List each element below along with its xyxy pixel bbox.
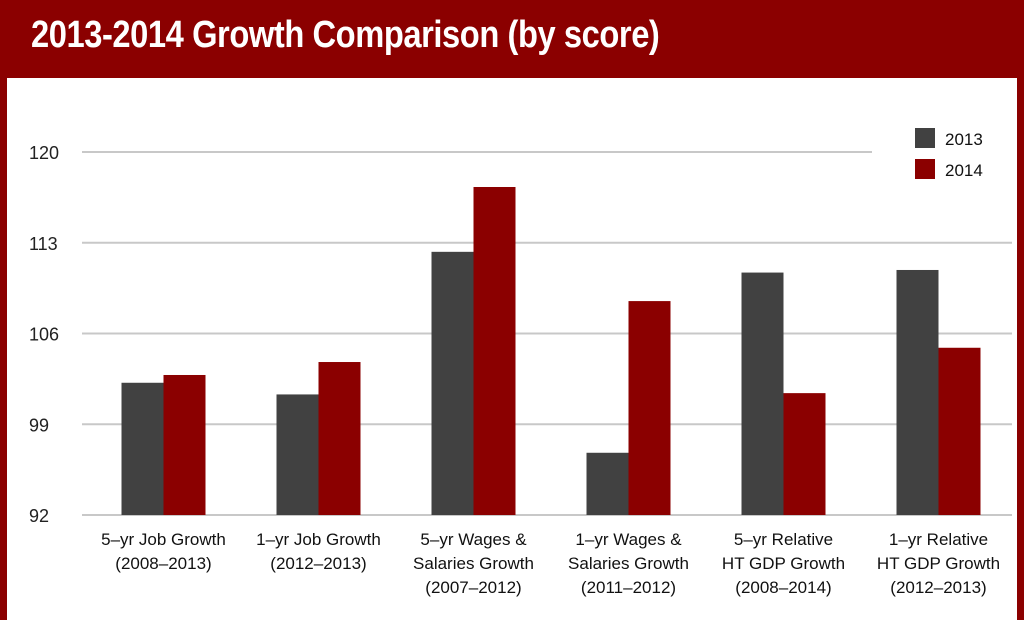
category-label-line: HT GDP Growth xyxy=(722,554,845,573)
y-tick-label-106: 106 xyxy=(29,325,59,345)
category-label-line: 1–yr Job Growth xyxy=(256,530,381,549)
category-label-line: (2012–2013) xyxy=(890,578,986,597)
category-label-line: (2012–2013) xyxy=(270,554,366,573)
gridlines xyxy=(82,151,1012,516)
bar-2013-2 xyxy=(431,251,474,515)
category-label-4: 5–yr Relative HT GDP Growth (2008–2014) xyxy=(722,530,845,597)
y-axis-ticks: 92 99 106 113 120 xyxy=(29,143,59,526)
category-label-0: 5–yr Job Growth (2008–2013) xyxy=(101,530,226,573)
legend-label-2013: 2013 xyxy=(945,130,983,149)
y-tick-label-92: 92 xyxy=(29,506,49,526)
category-label-line: Salaries Growth xyxy=(568,554,689,573)
category-labels: 5–yr Job Growth (2008–2013) 1–yr Job Growt… xyxy=(101,530,1000,597)
title-bar: 2013-2014 Growth Comparison (by score) xyxy=(7,0,1017,78)
legend-swatch-2014 xyxy=(915,159,935,179)
bar-2013-0 xyxy=(121,382,164,515)
bar-2014-3 xyxy=(628,301,671,515)
category-label-3: 1–yr Wages & Salaries Growth (2011–2012) xyxy=(568,530,689,597)
bar-2014-1 xyxy=(318,362,361,515)
category-label-line: 5–yr Relative xyxy=(734,530,833,549)
category-label-1: 1–yr Job Growth (2012–2013) xyxy=(256,530,381,573)
bar-2014-2 xyxy=(473,187,516,515)
category-label-2: 5–yr Wages & Salaries Growth (2007–2012) xyxy=(413,530,534,597)
bar-2013-3 xyxy=(586,452,629,515)
category-label-line: Salaries Growth xyxy=(413,554,534,573)
category-label-line: (2011–2012) xyxy=(581,578,676,597)
category-label-5: 1–yr Relative HT GDP Growth (2012–2013) xyxy=(877,530,1000,597)
category-label-line: (2007–2012) xyxy=(425,578,521,597)
category-label-line: 5–yr Job Growth xyxy=(101,530,226,549)
bar-2014-4 xyxy=(783,393,826,515)
category-label-line: (2008–2013) xyxy=(115,554,211,573)
category-label-line: HT GDP Growth xyxy=(877,554,1000,573)
y-tick-label-99: 99 xyxy=(29,415,49,435)
legend-swatch-2013 xyxy=(915,128,935,148)
y-tick-label-113: 113 xyxy=(29,234,58,254)
bar-2013-5 xyxy=(896,269,939,515)
bar-2014-5 xyxy=(938,347,981,515)
legend-label-2014: 2014 xyxy=(945,161,983,180)
category-label-line: (2008–2014) xyxy=(735,578,831,597)
legend: 2013 2014 xyxy=(915,128,983,180)
category-label-line: 1–yr Wages & xyxy=(575,530,682,549)
category-label-line: 5–yr Wages & xyxy=(420,530,527,549)
chart-title: 2013-2014 Growth Comparison (by score) xyxy=(31,14,660,56)
bars xyxy=(121,187,981,515)
y-tick-label-120: 120 xyxy=(29,143,59,163)
bar-2014-0 xyxy=(163,374,206,515)
category-label-line: 1–yr Relative xyxy=(889,530,988,549)
bar-2013-1 xyxy=(276,394,319,515)
bar-chart: 92 99 106 113 120 5–yr Job Growth (2008–2013)… xyxy=(29,128,1012,597)
bar-2013-4 xyxy=(741,272,784,515)
